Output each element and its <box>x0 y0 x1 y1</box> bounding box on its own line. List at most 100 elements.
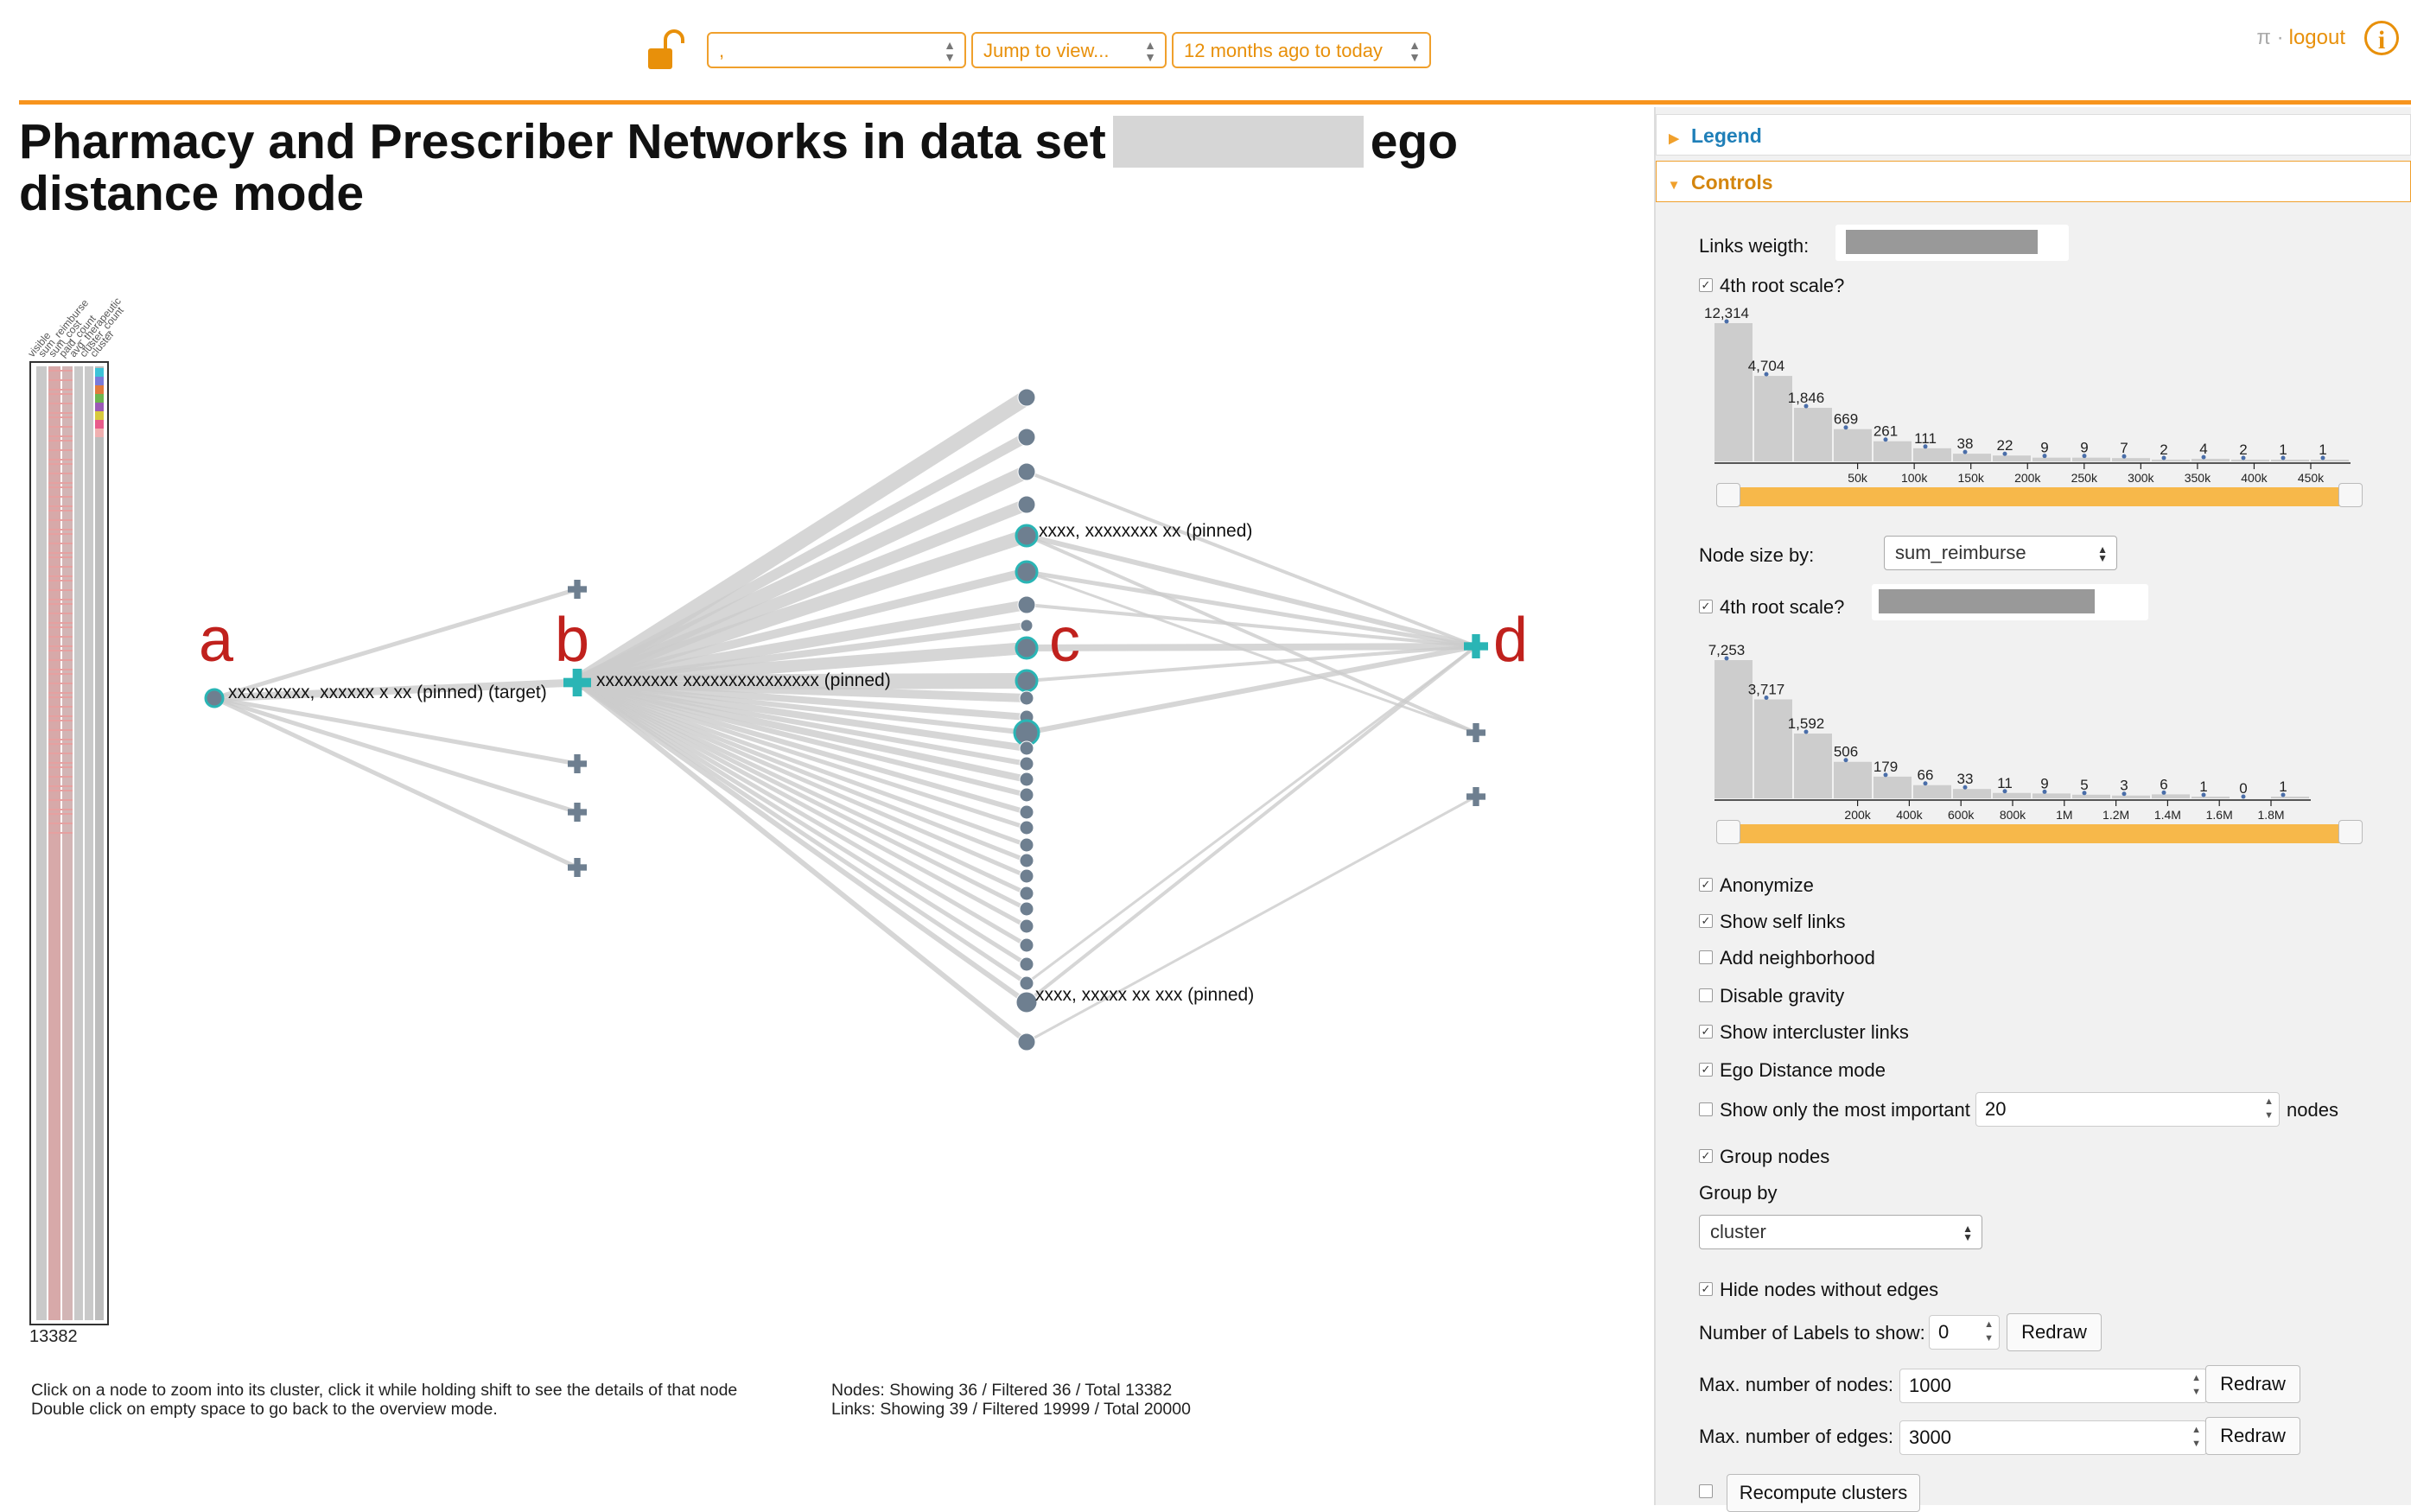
links-hist-bar[interactable] <box>1873 441 1912 461</box>
time-range-select[interactable]: 12 months ago to today ▲ ▼ <box>1172 32 1431 68</box>
graph-node-pharmacy[interactable] <box>568 580 587 599</box>
links-hist-bar[interactable] <box>1913 448 1951 461</box>
graph-node-pharmacy[interactable] <box>1466 723 1485 742</box>
node-hist-bar[interactable] <box>2112 795 2150 798</box>
graph-node-c[interactable] <box>1017 462 1036 481</box>
node-size-select[interactable]: sum_reimburse ▲ ▼ <box>1884 536 2117 570</box>
links-hist-bar[interactable] <box>1953 454 1991 461</box>
graph-node-c[interactable] <box>1019 975 1034 991</box>
show-important-checkbox[interactable]: Show only the most important <box>1699 1099 1970 1121</box>
option-checkbox-add-neighborhood[interactable]: Add neighborhood <box>1699 947 1875 969</box>
node-hist-bar[interactable] <box>1873 776 1912 798</box>
node-hist-bar[interactable] <box>1714 660 1753 798</box>
network-graph[interactable]: a b c d xxxxxxxxx, xxxxxx x xx (pinned) … <box>0 0 1651 1505</box>
links-hist-bar[interactable] <box>1993 455 2031 461</box>
links-hist-bar[interactable] <box>1794 408 1832 461</box>
dataset-select[interactable]: , ▲ ▼ <box>707 32 966 68</box>
recompute-clusters-checkbox[interactable] <box>1699 1481 1720 1503</box>
important-count-input[interactable]: 20 ▲ ▼ <box>1975 1092 2280 1127</box>
checkbox-unchecked-icon[interactable] <box>1699 950 1713 965</box>
checkbox-checked-icon[interactable]: ✓ <box>1699 914 1713 929</box>
graph-node-c[interactable] <box>1019 901 1034 917</box>
links-hist-bar[interactable] <box>1714 323 1753 461</box>
unlock-icon[interactable] <box>646 29 686 73</box>
links-hist-bar[interactable] <box>1834 429 1872 461</box>
checkbox-unchecked-icon[interactable] <box>1699 1484 1713 1499</box>
recompute-clusters-button[interactable]: Recompute clusters <box>1727 1474 1920 1512</box>
info-icon[interactable]: i <box>2364 21 2399 55</box>
links-hist-bar[interactable] <box>2231 459 2269 461</box>
checkbox-checked-icon[interactable]: ✓ <box>1699 1149 1713 1164</box>
graph-node-c[interactable] <box>1019 820 1034 835</box>
graph-node-c[interactable] <box>1019 868 1034 884</box>
group-by-select[interactable]: cluster ▲ ▼ <box>1699 1215 1982 1249</box>
checkbox-checked-icon[interactable]: ✓ <box>1699 878 1713 893</box>
hide-nodes-checkbox[interactable]: ✓ Hide nodes without edges <box>1699 1279 1938 1301</box>
graph-node-c[interactable] <box>1019 937 1034 953</box>
graph-node-c[interactable] <box>1015 524 1039 548</box>
redraw-edges-button[interactable]: Redraw <box>2205 1417 2300 1455</box>
stepper-icon[interactable]: ▲ ▼ <box>2192 1425 2201 1449</box>
graph-node-c[interactable] <box>1019 787 1034 803</box>
option-checkbox-show-intercluster-links[interactable]: ✓ Show intercluster links <box>1699 1021 1909 1044</box>
graph-node-d[interactable] <box>1464 634 1488 658</box>
node-size-histogram[interactable]: 7,253 3,717 1,592 506 179 66 33 11 9 5 3 6 1 0 1 200k 40… <box>1690 634 2382 824</box>
graph-node-c[interactable] <box>1015 991 1038 1013</box>
checkbox-checked-icon[interactable]: ✓ <box>1699 1025 1713 1039</box>
logout-link[interactable]: logout <box>2288 26 2345 49</box>
node-hist-bar[interactable] <box>1953 789 1991 798</box>
stepper-icon[interactable]: ▲ ▼ <box>2264 1096 2274 1121</box>
graph-node-pharmacy[interactable] <box>568 858 587 877</box>
num-labels-input[interactable]: 0 ▲ ▼ <box>1929 1315 2000 1350</box>
links-hist-bar[interactable] <box>2152 459 2190 461</box>
node-hist-bar[interactable] <box>1834 761 1872 798</box>
node-hist-bar[interactable] <box>1913 785 1951 798</box>
node-size-range-slider[interactable] <box>1716 820 2363 844</box>
slider-min-handle[interactable] <box>1716 483 1740 507</box>
node-hist-bar[interactable] <box>1754 699 1792 798</box>
node-hist-bar[interactable] <box>2032 793 2071 798</box>
stepper-icon[interactable]: ▲ ▼ <box>1984 1319 1994 1344</box>
slider-max-handle[interactable] <box>2338 820 2363 844</box>
node-hist-bar[interactable] <box>1993 792 2031 798</box>
attribute-matrix[interactable] <box>29 361 109 1325</box>
option-checkbox-disable-gravity[interactable]: Disable gravity <box>1699 985 1844 1007</box>
option-checkbox-anonymize[interactable]: ✓ Anonymize <box>1699 874 1814 897</box>
checkbox-unchecked-icon[interactable] <box>1699 1102 1713 1117</box>
checkbox-checked-icon[interactable]: ✓ <box>1699 600 1713 614</box>
graph-node-c[interactable] <box>1019 956 1034 972</box>
graph-node-c[interactable] <box>1015 669 1039 693</box>
graph-node-pharmacy[interactable] <box>568 803 587 822</box>
graph-node-c[interactable] <box>1015 636 1039 660</box>
links-root-scale-checkbox[interactable]: ✓ 4th root scale? <box>1699 275 1844 297</box>
checkbox-unchecked-icon[interactable] <box>1699 988 1713 1003</box>
redraw-nodes-button[interactable]: Redraw <box>2205 1365 2300 1403</box>
stepper-icon[interactable]: ▲ ▼ <box>2192 1373 2201 1397</box>
slider-min-handle[interactable] <box>1716 820 1740 844</box>
node-hist-bar[interactable] <box>2192 797 2230 798</box>
graph-node-pharmacy[interactable] <box>1466 787 1485 806</box>
node-hist-bar[interactable] <box>2271 797 2309 798</box>
graph-node-b[interactable] <box>563 669 591 696</box>
links-weight-range-slider[interactable] <box>1716 483 2363 507</box>
graph-node-c[interactable] <box>1017 1032 1036 1051</box>
jump-to-view-select[interactable]: Jump to view... ▲ ▼ <box>971 32 1167 68</box>
graph-node-c[interactable] <box>1017 495 1036 514</box>
group-nodes-checkbox[interactable]: ✓ Group nodes <box>1699 1146 1829 1168</box>
graph-node-c[interactable] <box>1020 619 1034 632</box>
graph-node-c[interactable] <box>1017 595 1036 614</box>
graph-node-c[interactable] <box>1017 388 1036 407</box>
option-checkbox-show-self-links[interactable]: ✓ Show self links <box>1699 911 1846 933</box>
graph-node-c[interactable] <box>1015 560 1039 584</box>
graph-node-c[interactable] <box>1019 886 1034 901</box>
graph-node-c[interactable] <box>1019 837 1034 853</box>
links-hist-bar[interactable] <box>2072 457 2110 461</box>
node-root-scale-checkbox[interactable]: ✓ 4th root scale? <box>1699 596 1844 619</box>
graph-node-a[interactable] <box>204 688 225 708</box>
graph-node-c[interactable] <box>1019 740 1034 756</box>
links-hist-bar[interactable] <box>2112 458 2150 461</box>
checkbox-checked-icon[interactable]: ✓ <box>1699 278 1713 293</box>
node-hist-bar[interactable] <box>1794 734 1832 798</box>
links-hist-bar[interactable] <box>2032 457 2071 461</box>
graph-node-c[interactable] <box>1019 690 1034 706</box>
